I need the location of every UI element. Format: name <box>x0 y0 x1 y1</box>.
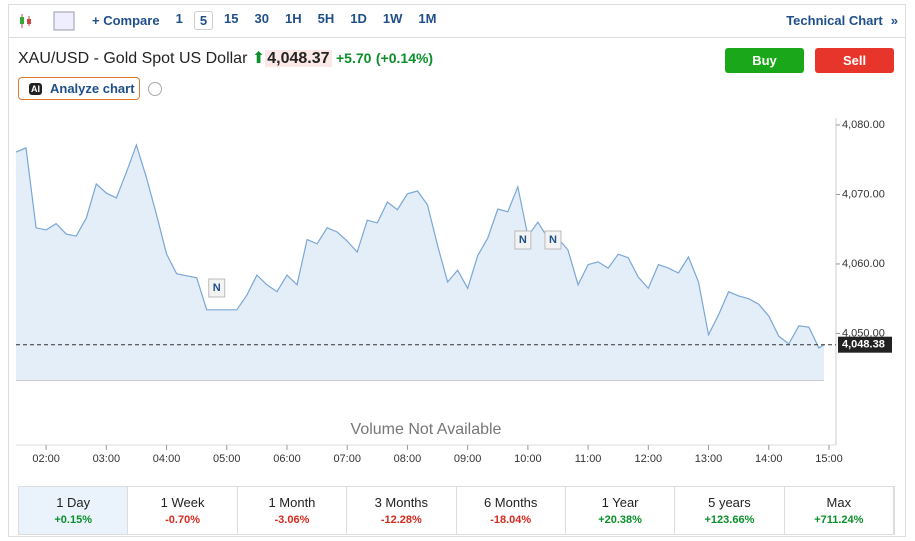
interval[interactable]: 1W <box>382 11 403 26</box>
price: 4,048.37 <box>265 50 332 67</box>
change: +5.70 <box>336 50 372 66</box>
chart-type-icons[interactable] <box>16 10 76 32</box>
period-tab[interactable]: 3 Months -12.28% <box>347 487 457 534</box>
period-tab[interactable]: 1 Year +20.38% <box>566 487 676 534</box>
period-change: -3.06% <box>274 514 310 526</box>
period-change: +20.38% <box>598 514 642 526</box>
period-tab[interactable]: 1 Day +0.15% <box>19 487 129 534</box>
ai-badge: AI <box>29 82 42 95</box>
period-label: 5 years <box>708 495 751 510</box>
period-label: 1 Week <box>160 495 205 510</box>
intervals: 1 5 15 30 1H 5H 1D 1W 1M <box>168 11 445 30</box>
interval[interactable]: 1 <box>175 11 183 26</box>
period-label: 6 Months <box>483 495 538 510</box>
widget-frame <box>8 4 906 537</box>
interval[interactable]: 30 <box>254 11 269 26</box>
interval[interactable]: 15 <box>224 11 239 26</box>
interval[interactable]: 1H <box>284 11 302 26</box>
period-tab[interactable]: 1 Week -0.70% <box>128 487 238 534</box>
period-change: -0.70% <box>165 514 200 526</box>
period-change: +0.15% <box>54 514 92 526</box>
period-tab[interactable]: 6 Months -18.04% <box>457 487 566 534</box>
period-label: 3 Months <box>374 495 429 510</box>
analyze-chart[interactable]: AI Analyze chart <box>18 77 140 100</box>
period-label: Max <box>826 495 852 510</box>
chevron: » <box>890 13 898 28</box>
interval[interactable]: 5H <box>317 11 335 26</box>
period-change: -12.28% <box>380 514 422 526</box>
compare[interactable]: + Compare <box>92 13 160 28</box>
interval[interactable]: 1M <box>418 11 437 26</box>
period-tabs: 1 Day +0.15% 1 Week -0.70% 1 Month -3.06% 3 Mo… <box>18 486 895 535</box>
period-change: +711.24% <box>814 514 864 526</box>
technical-chart[interactable]: Technical Chart <box>786 13 883 28</box>
period-change: +123.66% <box>704 514 755 526</box>
instrument-header: XAU/USD - Gold Spot US Dollar ⬆ 4,048.37 … <box>18 48 433 68</box>
period-label: 1 Year <box>601 495 639 510</box>
sell-button[interactable]: Sell <box>815 48 894 73</box>
change-pct: (+0.14%) <box>375 50 434 66</box>
up-arrow: ⬆ <box>251 50 266 67</box>
interval[interactable]: 5 <box>193 11 214 30</box>
period-label: 1 Day <box>56 495 91 510</box>
buy-button[interactable]: Buy <box>725 48 804 73</box>
period-tab[interactable]: 1 Month -3.06% <box>238 487 348 534</box>
compare-label: Compare <box>103 13 160 28</box>
period-tab[interactable]: Max +711.24% <box>785 487 894 534</box>
interval[interactable]: 1D <box>350 11 367 26</box>
title: XAU/USD - Gold Spot US Dollar <box>18 50 248 67</box>
period-label: 1 Month <box>268 495 316 510</box>
toolbar: + Compare 1 5 15 30 1H 5H 1D 1W 1M Technical Cha… <box>8 4 906 38</box>
period-tab[interactable]: 5 years +123.66% <box>675 487 785 534</box>
period-change: -18.04% <box>490 514 532 526</box>
analyze-label: Analyze chart <box>50 81 135 96</box>
